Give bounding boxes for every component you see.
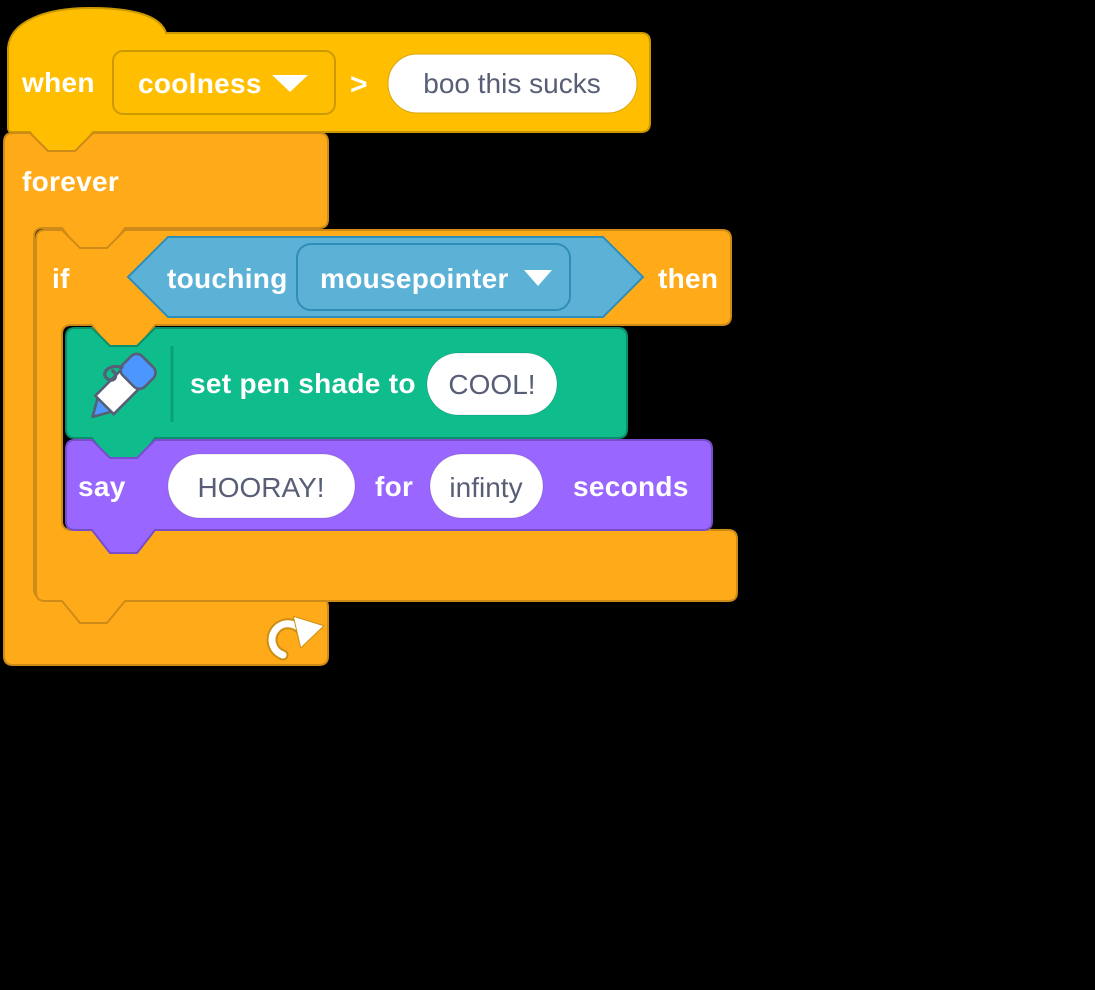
pen-icon (91, 352, 157, 419)
seconds-input[interactable]: infinty (429, 453, 544, 519)
comparison-input[interactable]: boo this sucks (387, 53, 638, 114)
message-input-value: HOORAY! (197, 472, 324, 503)
variable-dropdown-value: coolness (138, 68, 262, 99)
forever-label: forever (22, 166, 119, 197)
comparison-input-value: boo this sucks (423, 68, 600, 99)
set-pen-shade-label: set pen shade to (190, 368, 416, 399)
say-for-seconds-block[interactable]: say HOORAY! for infinty seconds (65, 439, 713, 554)
forever-block[interactable]: forever (3, 132, 329, 666)
touching-label: touching (167, 263, 288, 294)
if-then-block[interactable]: if touching mousepointer then (35, 229, 738, 624)
greater-than-operator: > (350, 68, 368, 101)
target-dropdown[interactable]: mousepointer (296, 243, 571, 311)
when-keyword-label: when (21, 67, 95, 98)
when-greater-than-hat-block[interactable]: when coolness > boo this sucks (7, 6, 651, 156)
seconds-input-value: infinty (449, 472, 522, 503)
variable-dropdown-field[interactable] (112, 50, 336, 115)
set-pen-shade-block[interactable]: set pen shade to COOL! (65, 327, 628, 464)
caret-down-icon (272, 75, 308, 92)
shade-input-value: COOL! (448, 369, 535, 400)
touching-boolean-block[interactable]: touching mousepointer (126, 236, 645, 318)
target-dropdown-value: mousepointer (320, 263, 509, 294)
seconds-input-field[interactable] (429, 453, 544, 519)
loop-arrow-icon (266, 616, 324, 661)
hat-block-shape[interactable] (7, 6, 651, 156)
caret-down-icon (524, 270, 552, 286)
say-keyword-label: say (78, 471, 126, 502)
if-keyword-label: if (52, 263, 70, 294)
comparison-input-field[interactable] (387, 53, 638, 114)
target-dropdown-field[interactable] (296, 243, 571, 311)
variable-dropdown[interactable]: coolness (112, 50, 336, 115)
message-input-field[interactable] (167, 453, 356, 519)
then-keyword-label: then (658, 263, 718, 294)
shade-input[interactable]: COOL! (426, 352, 558, 416)
message-input[interactable]: HOORAY! (167, 453, 356, 519)
shade-input-field[interactable] (426, 352, 558, 416)
seconds-keyword-label: seconds (573, 471, 689, 502)
for-keyword-label: for (375, 471, 413, 502)
